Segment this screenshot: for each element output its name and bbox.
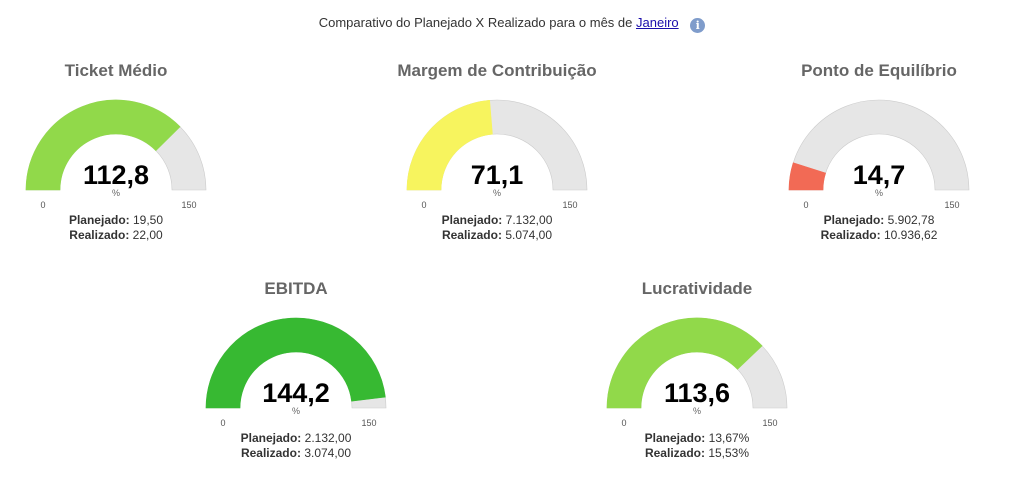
gauge-min-label: 0 xyxy=(40,200,45,210)
gauge-title: EBITDA xyxy=(264,279,328,298)
actual-value: 22,00 xyxy=(132,228,163,242)
gauge-chart: 144,2% 0 150 xyxy=(205,317,387,428)
gauge-card-ticket-medio: Ticket Médio 112,8% 0 150 Planejado: 19,50… xyxy=(6,60,226,243)
gauge-unit-label: % xyxy=(112,188,120,198)
planned-label: Planejado: xyxy=(441,213,503,227)
gauge-max-label: 150 xyxy=(361,418,376,428)
planned-value: 7.132,00 xyxy=(505,213,553,227)
gauge-unit-label: % xyxy=(875,188,883,198)
gauge-min-label: 0 xyxy=(621,418,626,428)
gauge-value-label: 113,6 xyxy=(664,378,730,408)
gauge-value-label: 14,7 xyxy=(853,160,906,190)
gauge-chart: 71,1% 0 150 xyxy=(406,99,588,210)
actual-label: Realizado: xyxy=(644,446,705,460)
gauge-chart: 112,8% 0 150 xyxy=(25,99,207,210)
actual-label: Realizado: xyxy=(441,228,502,242)
actual-label: Realizado: xyxy=(240,446,301,460)
planned-label: Planejado: xyxy=(644,431,706,445)
gauge-card-margem-de-contribuicao: Margem de Contribuição 71,1% 0 150 Planeja… xyxy=(387,60,607,243)
actual-value: 5.074,00 xyxy=(505,228,553,242)
gauge-card-ebitda: EBITDA 144,2% 0 150 Planejado: 2.132,00 Re… xyxy=(186,278,406,461)
gauge-info: Planejado: 2.132,00 Realizado: 3.074,00 xyxy=(186,431,406,461)
planned-value: 19,50 xyxy=(133,213,164,227)
gauge-info: Planejado: 19,50 Realizado: 22,00 xyxy=(6,213,226,243)
header-text: Comparativo do Planejado X Realizado par… xyxy=(318,15,633,30)
actual-label: Realizado: xyxy=(820,228,881,242)
planned-label: Planejado: xyxy=(823,213,885,227)
gauge-unit-label: % xyxy=(693,406,701,416)
gauge-value-label: 112,8 xyxy=(83,160,149,190)
actual-value: 15,53% xyxy=(708,446,750,460)
gauge-info: Planejado: 7.132,00 Realizado: 5.074,00 xyxy=(387,213,607,243)
gauge-chart: 113,6% 0 150 xyxy=(606,317,788,428)
planned-value: 13,67% xyxy=(708,431,750,445)
gauge-value-label: 144,2 xyxy=(262,378,330,408)
page-header: Comparativo do Planejado X Realizado par… xyxy=(0,15,1024,33)
gauge-value-label: 71,1 xyxy=(471,160,524,190)
planned-label: Planejado: xyxy=(240,431,302,445)
gauge-card-lucratividade: Lucratividade 113,6% 0 150 Planejado: 13,6… xyxy=(587,278,807,461)
gauge-title: Margem de Contribuição xyxy=(397,61,597,80)
planned-label: Planejado: xyxy=(68,213,130,227)
gauge-value-fill xyxy=(406,99,493,191)
gauge-max-label: 150 xyxy=(762,418,777,428)
planned-value: 2.132,00 xyxy=(304,431,352,445)
gauge-title: Lucratividade xyxy=(641,279,753,298)
planned-value: 5.902,78 xyxy=(887,213,935,227)
actual-label: Realizado: xyxy=(69,228,130,242)
gauge-max-label: 150 xyxy=(562,200,577,210)
gauge-unit-label: % xyxy=(493,188,501,198)
gauge-min-label: 0 xyxy=(220,418,225,428)
gauge-track xyxy=(788,99,970,191)
month-link[interactable]: Janeiro xyxy=(636,15,679,30)
gauge-min-label: 0 xyxy=(421,200,426,210)
actual-value: 10.936,62 xyxy=(883,228,938,242)
gauge-title: Ponto de Equilíbrio xyxy=(801,61,957,80)
gauge-unit-label: % xyxy=(292,406,300,416)
gauge-info: Planejado: 13,67% Realizado: 15,53% xyxy=(587,431,807,461)
info-icon[interactable]: i xyxy=(690,18,706,33)
gauge-max-label: 150 xyxy=(181,200,196,210)
gauge-value-fill xyxy=(788,162,827,191)
gauge-chart: 14,7% 0 150 xyxy=(788,99,970,210)
gauge-min-label: 0 xyxy=(803,200,808,210)
gauge-info: Planejado: 5.902,78 Realizado: 10.936,62 xyxy=(769,213,989,243)
gauge-title: Ticket Médio xyxy=(64,61,168,80)
actual-value: 3.074,00 xyxy=(304,446,352,460)
gauge-value-fill xyxy=(25,99,181,191)
gauge-card-ponto-de-equilibrio: Ponto de Equilíbrio 14,7% 0 150 Planejado:… xyxy=(769,60,989,243)
gauge-value-fill xyxy=(606,317,763,409)
gauge-max-label: 150 xyxy=(944,200,959,210)
gauge-value-fill xyxy=(205,317,386,409)
